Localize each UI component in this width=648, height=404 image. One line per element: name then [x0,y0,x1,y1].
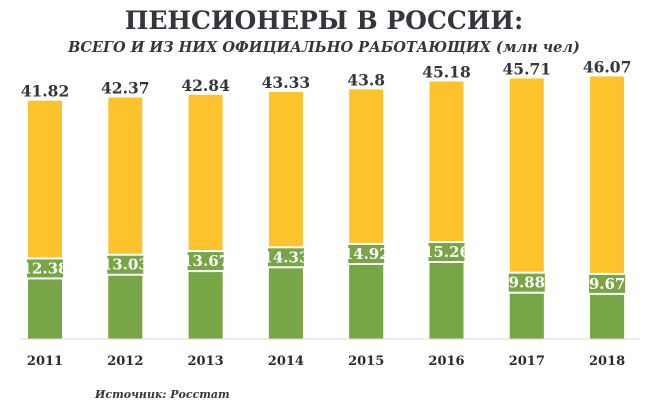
x-tick-label: 2016 [428,354,464,369]
working-value-label-box [426,241,467,264]
working-value-label: 9.88 [509,274,546,292]
working-value-label: 13.03 [102,256,149,274]
total-value-label: 43.8 [347,70,385,89]
x-tick-label: 2013 [188,354,224,369]
bar-working-2015 [349,253,384,339]
total-value-label: 45.71 [503,59,552,78]
working-value-label: 13.67 [182,252,229,270]
total-value-label: 45.18 [422,62,471,81]
bar-working-2014 [268,257,303,339]
bar-working-2016 [429,252,464,339]
working-value-label: 12.38 [22,259,69,277]
working-value-label-box [346,242,387,265]
working-value-label: 14.33 [262,248,309,266]
total-value-label: 41.82 [21,82,70,101]
x-tick-label: 2018 [589,354,625,369]
total-value-label: 42.84 [181,76,230,95]
working-value-label: 15.26 [423,243,470,261]
total-value-label: 43.33 [262,73,311,92]
x-tick-label: 2015 [348,354,384,369]
bars-group: 41.82 12.38 42.37 13.03 42.84 13.67 43.33 14.33… [21,57,632,339]
total-value-label: 42.37 [101,78,150,97]
source-note: Источник: Росстат [94,388,230,401]
x-tick-label: 2011 [27,354,63,369]
bar-working-2012 [108,264,143,339]
chart-title: ПЕНСИОНЕРЫ В РОССИИ: [125,6,523,35]
working-value-label: 9.67 [589,275,626,293]
working-value-label-box [506,271,547,294]
working-value-label: 14.92 [343,245,390,263]
chart-subtitle: ВСЕГО И ИЗ НИХ ОФИЦИАЛЬНО РАБОТАЮЩИХ (мл… [67,39,580,56]
x-axis-ticks: 2011 2012 2013 2014 2015 2016 2017 2018 [27,354,625,369]
bar-working-2013 [188,261,223,339]
working-value-label-box [185,250,226,273]
working-value-label-box [105,253,146,276]
working-value-label-box [265,246,306,269]
x-tick-label: 2014 [268,354,304,369]
x-tick-label: 2017 [509,354,545,369]
working-value-label-box [25,257,65,280]
total-value-label: 46.07 [583,57,632,76]
working-value-label-box [587,272,628,295]
bar-working-2011 [28,268,62,339]
x-tick-label: 2012 [107,354,143,369]
